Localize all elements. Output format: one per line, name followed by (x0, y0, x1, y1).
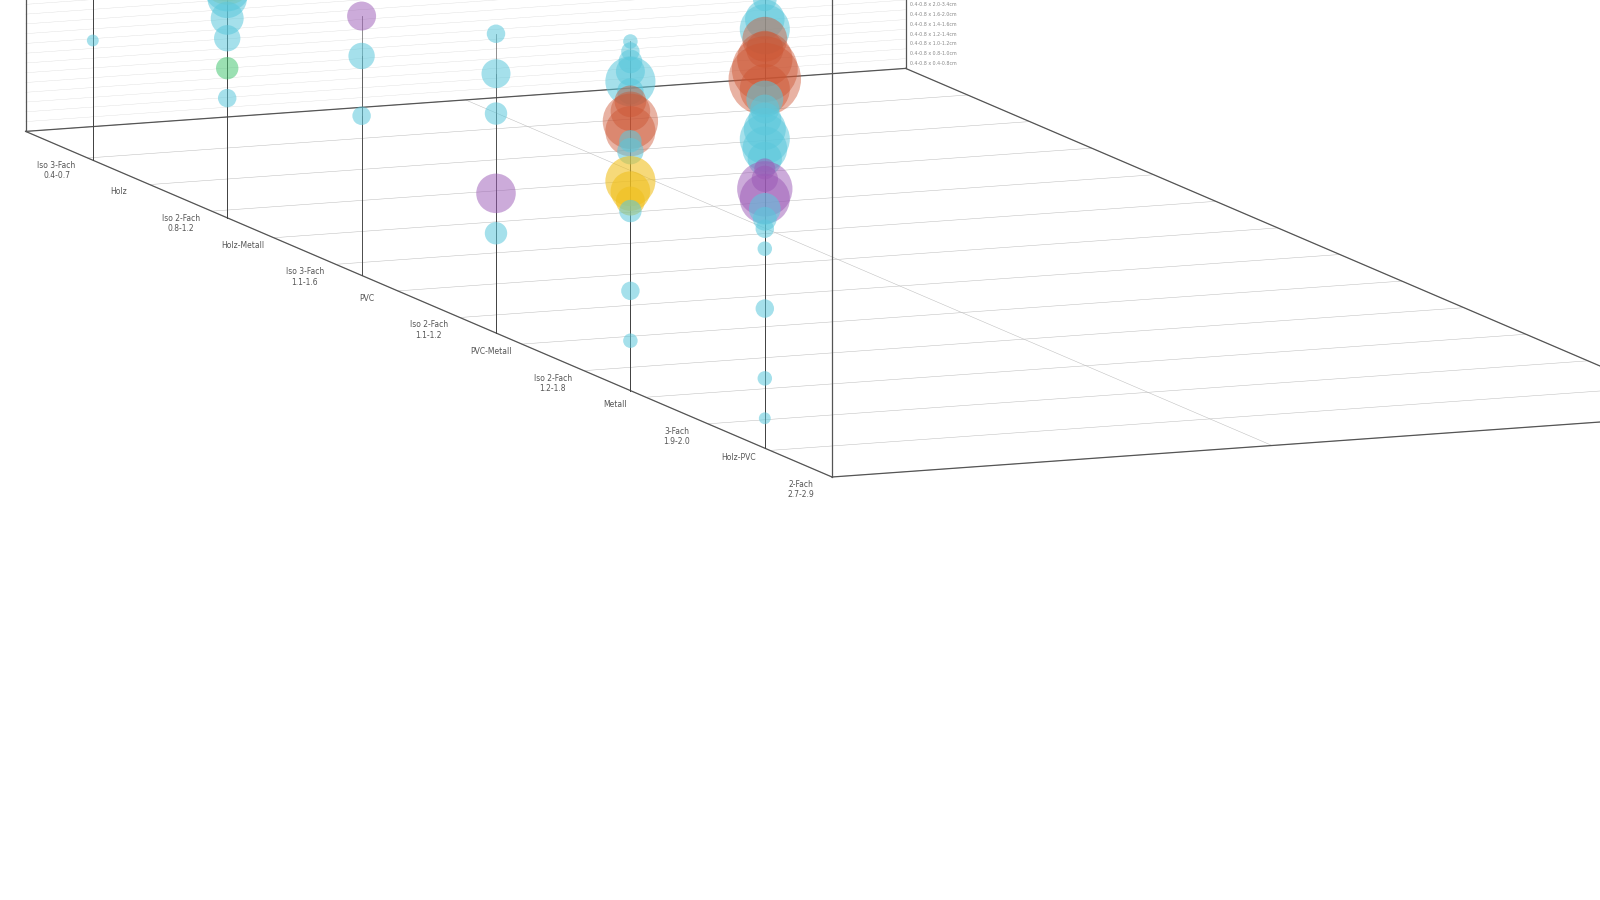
Point (618, 284, 643, 298)
Point (618, 334, 643, 348)
Text: 0.4-0.8 x 0.8-1.0cm: 0.4-0.8 x 0.8-1.0cm (909, 51, 957, 56)
Point (752, 371, 778, 385)
Point (752, 212, 778, 226)
Point (349, 9, 374, 23)
Point (618, 184, 643, 198)
Text: Iso 2-Fach
1.2-1.8: Iso 2-Fach 1.2-1.8 (534, 374, 571, 393)
Point (752, 62, 778, 77)
Point (483, 26, 509, 40)
Point (752, 162, 778, 176)
Text: 3-Fach
1.9-2.0: 3-Fach 1.9-2.0 (664, 427, 690, 446)
Point (752, 0, 778, 6)
Point (618, 114, 643, 129)
Point (618, 54, 643, 68)
Point (752, 302, 778, 316)
Point (618, 204, 643, 219)
Point (618, 74, 643, 88)
Point (214, 31, 240, 45)
Point (214, 91, 240, 105)
Point (752, 122, 778, 136)
Point (752, 22, 778, 36)
Text: Iso 3-Fach
1.1-1.6: Iso 3-Fach 1.1-1.6 (286, 267, 323, 286)
Point (483, 186, 509, 201)
Point (752, 141, 778, 156)
Text: 0.4-0.8 x 1.6-2.0cm: 0.4-0.8 x 1.6-2.0cm (909, 13, 957, 17)
Point (618, 124, 643, 139)
Point (752, 241, 778, 256)
Point (752, 112, 778, 126)
Text: 2-Fach
2.7-2.9: 2-Fach 2.7-2.9 (787, 480, 814, 500)
Text: Holz-Metall: Holz-Metall (221, 240, 264, 249)
Point (752, 102, 778, 116)
Point (214, 61, 240, 76)
Text: Holz-PVC: Holz-PVC (722, 454, 757, 463)
Point (618, 34, 643, 49)
Point (618, 144, 643, 158)
Text: Iso 3-Fach
0.4-0.7: Iso 3-Fach 0.4-0.7 (37, 161, 75, 180)
Text: 0.4-0.8 x 1.0-1.2cm: 0.4-0.8 x 1.0-1.2cm (909, 41, 957, 47)
Point (214, 0, 240, 5)
Point (752, 202, 778, 216)
Point (752, 12, 778, 26)
Point (618, 64, 643, 78)
Point (618, 104, 643, 119)
Point (752, 82, 778, 96)
Point (752, 32, 778, 47)
Point (483, 226, 509, 240)
Point (618, 174, 643, 188)
Point (214, 11, 240, 25)
Point (752, 182, 778, 196)
Point (618, 44, 643, 58)
Point (752, 152, 778, 166)
Text: PVC: PVC (360, 293, 374, 302)
Point (752, 72, 778, 86)
Text: 0.4-0.8 x 1.2-1.4cm: 0.4-0.8 x 1.2-1.4cm (909, 32, 957, 37)
Point (752, 192, 778, 206)
Text: 0.4-0.8 x 0.4-0.8cm: 0.4-0.8 x 0.4-0.8cm (909, 61, 957, 66)
Text: PVC-Metall: PVC-Metall (470, 347, 512, 356)
Point (752, 221, 778, 236)
Text: Iso 2-Fach
1.1-1.2: Iso 2-Fach 1.1-1.2 (410, 320, 448, 340)
Text: Holz: Holz (110, 187, 126, 196)
Point (483, 67, 509, 81)
Point (618, 194, 643, 208)
Point (752, 131, 778, 146)
Point (752, 52, 778, 67)
Point (618, 94, 643, 109)
Text: 0.4-0.8 x 1.4-1.6cm: 0.4-0.8 x 1.4-1.6cm (909, 22, 957, 27)
Point (752, 92, 778, 106)
Text: Iso 2-Fach
0.8-1.2: Iso 2-Fach 0.8-1.2 (162, 214, 200, 233)
Point (483, 106, 509, 121)
Point (618, 134, 643, 148)
Point (80, 33, 106, 48)
Point (752, 411, 778, 426)
Point (349, 49, 374, 63)
Text: 0.4-0.8 x 2.0-3.4cm: 0.4-0.8 x 2.0-3.4cm (909, 3, 957, 7)
Point (618, 85, 643, 99)
Point (752, 172, 778, 186)
Text: Metall: Metall (603, 400, 627, 410)
Point (752, 42, 778, 57)
Point (349, 109, 374, 123)
